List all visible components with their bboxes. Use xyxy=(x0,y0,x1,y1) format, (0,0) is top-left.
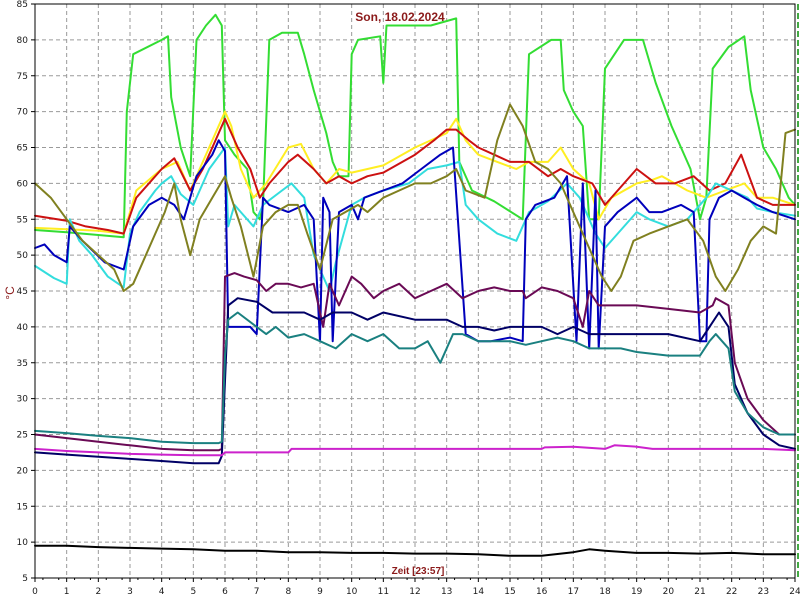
x-tick-label: 23 xyxy=(758,587,769,597)
x-tick-label: 15 xyxy=(504,587,515,597)
y-tick-label: 80 xyxy=(17,36,29,46)
y-tick-label: 10 xyxy=(17,538,29,548)
x-axis-label: Zeit [23:57] xyxy=(392,566,445,577)
series-line-9 xyxy=(34,311,796,445)
y-tick-label: 85 xyxy=(17,0,28,10)
x-tick-label: 19 xyxy=(631,587,643,597)
x-tick-label: 10 xyxy=(346,587,358,597)
chart-title: Son, 18.02.2024 xyxy=(355,10,445,24)
x-tick-label: 17 xyxy=(568,587,579,597)
x-tick-label: 14 xyxy=(473,587,485,597)
tick-labels: 0 1 2 3 4 5 6 7 8 9 10 11 12 13 14 15 16 17 18 19 20 21 22 23 24… xyxy=(17,0,800,597)
x-tick-label: 5 xyxy=(190,587,196,597)
x-tick-label: 4 xyxy=(159,587,165,597)
x-tick-label: 0 xyxy=(32,587,38,597)
x-tick-label: 24 xyxy=(789,587,800,597)
series-line-7 xyxy=(34,272,796,452)
x-tick-label: 7 xyxy=(254,587,260,597)
x-tick-label: 1 xyxy=(64,587,70,597)
series-line-3 xyxy=(34,117,796,235)
x-tick-label: 2 xyxy=(95,587,101,597)
x-tick-label: 12 xyxy=(409,587,420,597)
y-tick-label: 60 xyxy=(17,179,29,189)
axes-layer xyxy=(31,3,799,582)
series-line-2 xyxy=(34,110,796,235)
y-tick-label: 40 xyxy=(17,323,29,333)
x-tick-label: 18 xyxy=(599,587,611,597)
x-tick-label: 8 xyxy=(285,587,291,597)
y-tick-label: 75 xyxy=(17,72,28,82)
y-tick-label: 15 xyxy=(17,502,28,512)
x-tick-label: 21 xyxy=(694,587,705,597)
series-line-8 xyxy=(34,297,796,465)
x-tick-label: 20 xyxy=(663,587,675,597)
y-tick-label: 70 xyxy=(17,108,29,118)
y-tick-label: 20 xyxy=(17,466,29,476)
x-tick-label: 9 xyxy=(317,587,323,597)
y-tick-label: 30 xyxy=(17,395,29,405)
y-tick-label: 45 xyxy=(17,287,28,297)
y-tick-label: 25 xyxy=(17,431,28,441)
x-tick-label: 22 xyxy=(726,587,737,597)
series-line-1 xyxy=(34,13,796,239)
x-tick-label: 16 xyxy=(536,587,548,597)
y-tick-label: 5 xyxy=(22,574,28,584)
x-tick-label: 3 xyxy=(127,587,133,597)
plot-frame xyxy=(34,3,796,579)
series-layer xyxy=(34,13,796,557)
y-tick-label: 65 xyxy=(17,144,28,154)
series-line-6 xyxy=(34,103,796,292)
y-tick-label: 55 xyxy=(17,215,28,225)
y-tick-label: 35 xyxy=(17,359,28,369)
y-tick-label: 50 xyxy=(17,251,29,261)
series-line-11 xyxy=(34,544,796,557)
x-tick-label: 6 xyxy=(222,587,228,597)
x-tick-label: 11 xyxy=(378,587,389,597)
x-tick-label: 13 xyxy=(441,587,452,597)
y-axis-label: °C xyxy=(3,286,17,300)
series-line-10 xyxy=(34,444,796,457)
